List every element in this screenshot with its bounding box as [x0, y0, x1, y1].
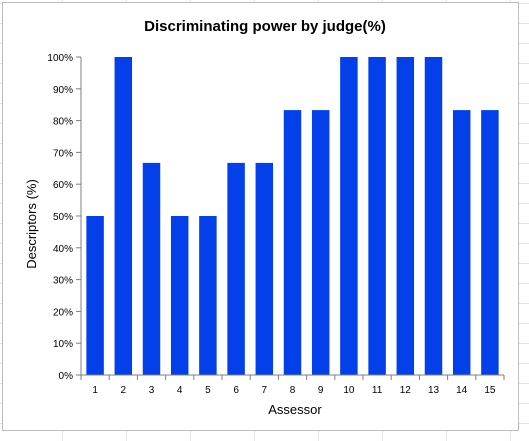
- chart-title: Discriminating power by judge(%): [144, 18, 386, 35]
- y-tick-label: 0%: [59, 371, 74, 382]
- bar-assessor-9[interactable]: [311, 110, 330, 375]
- bar-assessor-13[interactable]: [424, 57, 443, 375]
- bar-assessor-11[interactable]: [368, 57, 386, 375]
- x-tick-label: 7: [262, 385, 268, 396]
- y-tick-label: 100%: [47, 53, 73, 64]
- y-tick-label: 70%: [53, 148, 73, 159]
- bar-assessor-14[interactable]: [452, 110, 471, 375]
- y-axis: 0% 10% 20% 30% 40% 50% 60% 70% 80% 90% 100%: [47, 53, 82, 382]
- bar-assessor-15[interactable]: [481, 110, 499, 375]
- x-tick-label: 9: [318, 385, 324, 396]
- x-tick-label: 14: [456, 385, 468, 396]
- bar-chart: Discriminating power by judge(%) Descrip…: [24, 18, 505, 417]
- bars-group: [86, 57, 499, 375]
- x-tick-label: 6: [233, 385, 239, 396]
- bar-assessor-1[interactable]: [86, 216, 104, 375]
- bar-assessor-3[interactable]: [142, 162, 161, 375]
- x-tick-label: 12: [400, 385, 412, 396]
- x-tick-label: 10: [343, 385, 355, 396]
- x-tick-label: 5: [205, 385, 211, 396]
- x-tick-label: 2: [121, 385, 127, 396]
- chart-area[interactable]: Discriminating power by judge(%) Descrip…: [2, 2, 519, 431]
- x-tick-label: 3: [149, 385, 155, 396]
- bar-assessor-7[interactable]: [255, 162, 274, 375]
- y-tick-label: 10%: [53, 339, 73, 350]
- bar-assessor-6[interactable]: [227, 162, 245, 375]
- x-tick-label: 15: [484, 385, 496, 396]
- bar-assessor-5[interactable]: [199, 216, 217, 375]
- x-tick-label: 13: [428, 385, 440, 396]
- bar-assessor-12[interactable]: [396, 57, 415, 375]
- bar-assessor-2[interactable]: [114, 57, 133, 375]
- y-tick-label: 50%: [53, 212, 73, 223]
- x-axis-title: Assessor: [268, 402, 322, 417]
- x-tick-label: 11: [372, 385, 383, 396]
- x-tick-label: 4: [177, 385, 183, 396]
- y-tick-label: 40%: [53, 244, 73, 255]
- y-tick-label: 30%: [53, 276, 73, 287]
- x-tick-label: 8: [290, 385, 296, 396]
- x-tick-label: 1: [92, 385, 98, 396]
- bar-assessor-8[interactable]: [283, 110, 302, 375]
- y-tick-label: 60%: [53, 180, 73, 191]
- y-tick-label: 80%: [53, 117, 73, 128]
- y-tick-label: 20%: [53, 307, 73, 318]
- y-tick-label: 90%: [53, 85, 73, 96]
- y-axis-title: Descriptors (%): [24, 179, 39, 269]
- bar-assessor-10[interactable]: [340, 57, 358, 375]
- bar-assessor-4[interactable]: [170, 216, 189, 375]
- x-axis: 1 2 3 4 5 6 7 8 9 10 11 12 13 14 15: [80, 374, 505, 396]
